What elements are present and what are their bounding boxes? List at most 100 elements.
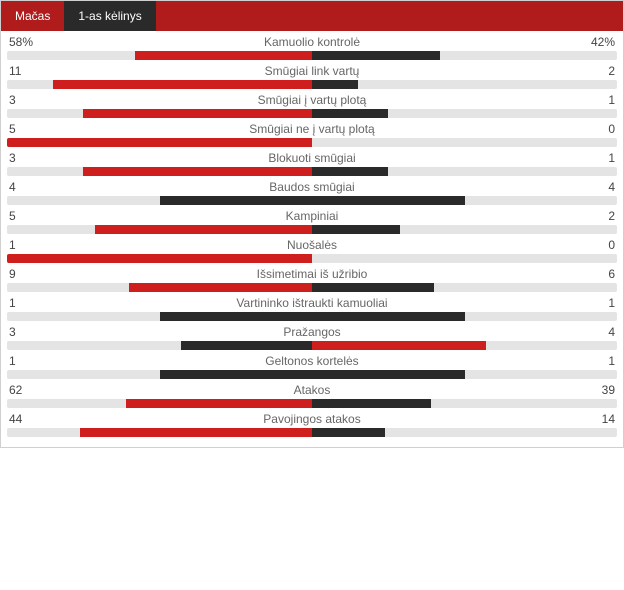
stat-label: Nuošalės [39,238,585,252]
stat-bar [7,283,617,292]
bar-fill-right [312,80,358,89]
stat-value-left: 3 [9,93,39,107]
stat-value-left: 4 [9,180,39,194]
stat-value-right: 4 [585,325,615,339]
stat-bar [7,138,617,147]
stat-header: 62Atakos39 [7,383,617,399]
stat-label: Vartininko ištraukti kamuoliai [39,296,585,310]
bar-half-left [7,167,312,176]
bar-half-right [312,225,617,234]
stat-row: 1Nuošalės0 [7,238,617,263]
stat-header: 5Smūgiai ne į vartų plotą0 [7,122,617,138]
bar-fill-right [312,341,486,350]
stat-bar [7,341,617,350]
bar-half-right [312,109,617,118]
bar-fill-right [312,399,431,408]
stat-label: Smūgiai į vartų plotą [39,93,585,107]
bar-half-left [7,341,312,350]
stat-bar [7,312,617,321]
tabs-bar: Mačas1-as kėlinys [1,1,623,31]
stat-value-right: 6 [585,267,615,281]
stat-row: 3Smūgiai į vartų plotą1 [7,93,617,118]
stat-bar [7,51,617,60]
stat-value-right: 0 [585,122,615,136]
stat-label: Blokuoti smūgiai [39,151,585,165]
bar-fill-left [53,80,312,89]
bar-half-right [312,254,617,263]
bar-fill-left [80,428,312,437]
stat-label: Smūgiai link vartų [39,64,585,78]
stat-value-left: 1 [9,238,39,252]
tab-0[interactable]: Mačas [1,1,64,31]
bar-fill-right [312,51,440,60]
stat-row: 3Blokuoti smūgiai1 [7,151,617,176]
bar-fill-right [312,428,385,437]
bar-half-right [312,196,617,205]
stat-value-left: 62 [9,383,39,397]
stat-value-left: 5 [9,122,39,136]
stat-value-right: 1 [585,296,615,310]
stat-bar [7,167,617,176]
stat-row: 62Atakos39 [7,383,617,408]
stat-header: 1Vartininko ištraukti kamuoliai1 [7,296,617,312]
bar-fill-right [312,370,465,379]
stat-label: Pražangos [39,325,585,339]
stat-bar [7,80,617,89]
bar-half-right [312,167,617,176]
bar-fill-left [181,341,312,350]
bar-half-left [7,399,312,408]
stat-row: 1Vartininko ištraukti kamuoliai1 [7,296,617,321]
bar-fill-left [160,196,313,205]
stat-value-left: 3 [9,325,39,339]
stat-label: Kamuolio kontrolė [39,35,585,49]
bar-half-right [312,341,617,350]
stat-value-right: 1 [585,151,615,165]
stat-value-left: 3 [9,151,39,165]
bar-fill-right [312,283,434,292]
bar-fill-left [83,109,312,118]
bar-half-right [312,138,617,147]
tab-1[interactable]: 1-as kėlinys [64,1,155,31]
bar-fill-left [7,138,312,147]
stat-header: 9Išsimetimai iš užribio6 [7,267,617,283]
stat-value-right: 14 [585,412,615,426]
stat-row: 3Pražangos4 [7,325,617,350]
bar-half-left [7,428,312,437]
bar-half-right [312,399,617,408]
stat-bar [7,428,617,437]
bar-half-right [312,80,617,89]
bar-fill-left [135,51,312,60]
stat-header: 44Pavojingos atakos14 [7,412,617,428]
stat-label: Išsimetimai iš užribio [39,267,585,281]
bar-fill-right [312,312,465,321]
stat-header: 3Smūgiai į vartų plotą1 [7,93,617,109]
bar-half-left [7,80,312,89]
stat-label: Atakos [39,383,585,397]
bar-fill-right [312,225,400,234]
bar-half-left [7,312,312,321]
stat-value-right: 42% [585,35,615,49]
stat-bar [7,196,617,205]
stat-bar [7,370,617,379]
stat-label: Baudos smūgiai [39,180,585,194]
stat-value-left: 44 [9,412,39,426]
stat-label: Kampiniai [39,209,585,223]
stat-value-right: 1 [585,93,615,107]
stat-label: Smūgiai ne į vartų plotą [39,122,585,136]
stat-header: 5Kampiniai2 [7,209,617,225]
stat-row: 5Kampiniai2 [7,209,617,234]
stat-value-left: 5 [9,209,39,223]
stats-panel: Mačas1-as kėlinys 58%Kamuolio kontrolė42… [0,0,624,448]
stat-header: 1Geltonos kortelės1 [7,354,617,370]
bar-fill-left [160,370,313,379]
bar-fill-left [126,399,312,408]
bar-fill-left [83,167,312,176]
stat-bar [7,254,617,263]
stat-value-right: 1 [585,354,615,368]
bar-half-left [7,109,312,118]
stat-value-left: 9 [9,267,39,281]
stat-header: 3Blokuoti smūgiai1 [7,151,617,167]
stat-header: 58%Kamuolio kontrolė42% [7,35,617,51]
bar-half-left [7,370,312,379]
stat-value-left: 1 [9,354,39,368]
